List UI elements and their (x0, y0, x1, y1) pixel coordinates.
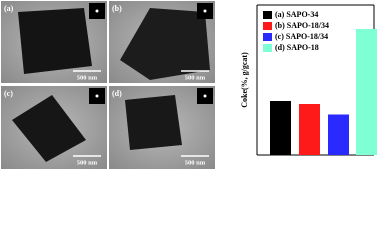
legend-label: (d) SAPO-18 (275, 43, 319, 52)
bar (270, 101, 291, 155)
inset-spot (95, 94, 99, 98)
inset-spot (203, 94, 207, 98)
y-axis-label: Coke(%, g/gcat) (240, 52, 249, 108)
legend-label: (a) SAPO-34 (275, 10, 318, 19)
scale-label: 500 nm (185, 74, 206, 81)
bar (299, 104, 320, 155)
panel-label: (a) (4, 4, 14, 13)
crystal (120, 8, 210, 80)
panel-label: (c) (4, 89, 13, 98)
crystal (12, 95, 86, 162)
legend-label: (c) SAPO-18/34 (275, 32, 328, 41)
legend-swatch (263, 22, 272, 30)
inset-spot (203, 9, 207, 13)
legend-swatch (263, 33, 272, 41)
legend-label: (b) SAPO-18/34 (275, 21, 329, 30)
crystal (125, 95, 182, 150)
crystal (18, 8, 92, 74)
scale-label: 500 nm (185, 159, 206, 166)
legend-swatch (263, 44, 272, 52)
tem-panels (1, 1, 215, 169)
legend-swatch (263, 11, 272, 19)
figure: Coke(%, g/gcat) (a) 500 nm (b) 500 nm (c) 500… (1, 1, 377, 169)
scale-label: 500 nm (77, 74, 98, 81)
panel-label: (d) (112, 89, 122, 98)
bar (328, 114, 349, 155)
bar (356, 29, 377, 155)
panel-label: (b) (112, 4, 122, 13)
scale-label: 500 nm (77, 159, 98, 166)
inset-spot (95, 9, 99, 13)
